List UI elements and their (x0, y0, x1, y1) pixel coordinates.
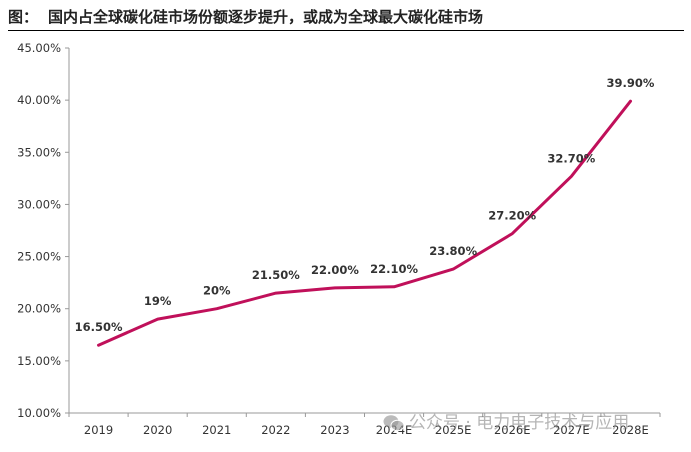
x-tick-label: 2020 (143, 423, 172, 437)
y-tick-label: 45.00% (17, 41, 61, 55)
data-label: 23.80% (429, 244, 477, 258)
x-tick-label: 2023 (320, 423, 349, 437)
data-label: 32.70% (547, 151, 595, 165)
series-line (97, 99, 632, 347)
x-tick-label: 2021 (202, 423, 231, 437)
x-tick-label: 2025E (435, 423, 472, 437)
x-tick-label: 2027E (553, 423, 590, 437)
wechat-icon (383, 415, 405, 432)
data-label: 39.90% (606, 76, 654, 90)
y-tick-label: 15.00% (17, 354, 61, 368)
x-tick-label: 2019 (84, 423, 113, 437)
y-tick-label: 25.00% (17, 250, 61, 264)
watermark: 公众号 · 电力电子技术与应用 (383, 410, 629, 436)
y-tick-label: 40.00% (17, 93, 61, 107)
data-label: 20% (203, 284, 231, 298)
chart-title-bar: 图： 国内占全球碳化硅市场份额逐步提升，或成为全球最大碳化硅市场 (8, 4, 684, 30)
watermark-text: 公众号 · 电力电子技术与应用 (409, 413, 630, 433)
data-label: 21.50% (252, 268, 300, 282)
y-tick-label: 20.00% (17, 302, 61, 316)
data-label: 22.10% (370, 262, 418, 276)
data-label: 27.20% (488, 209, 536, 223)
x-tick-label: 2022 (261, 423, 290, 437)
x-tick-label: 2026E (494, 423, 531, 437)
data-label: 16.50% (75, 320, 123, 334)
title-divider (8, 30, 684, 31)
y-tick-label: 10.00% (17, 406, 61, 420)
x-tick-label: 2028E (612, 423, 649, 437)
y-tick-label: 30.00% (17, 197, 61, 211)
figure-prefix: 图： (8, 8, 39, 26)
chart-title: 国内占全球碳化硅市场份额逐步提升，或成为全球最大碳化硅市场 (48, 8, 484, 26)
data-label: 19% (144, 294, 172, 308)
data-label: 22.00% (311, 263, 359, 277)
y-tick-label: 35.00% (17, 145, 61, 159)
